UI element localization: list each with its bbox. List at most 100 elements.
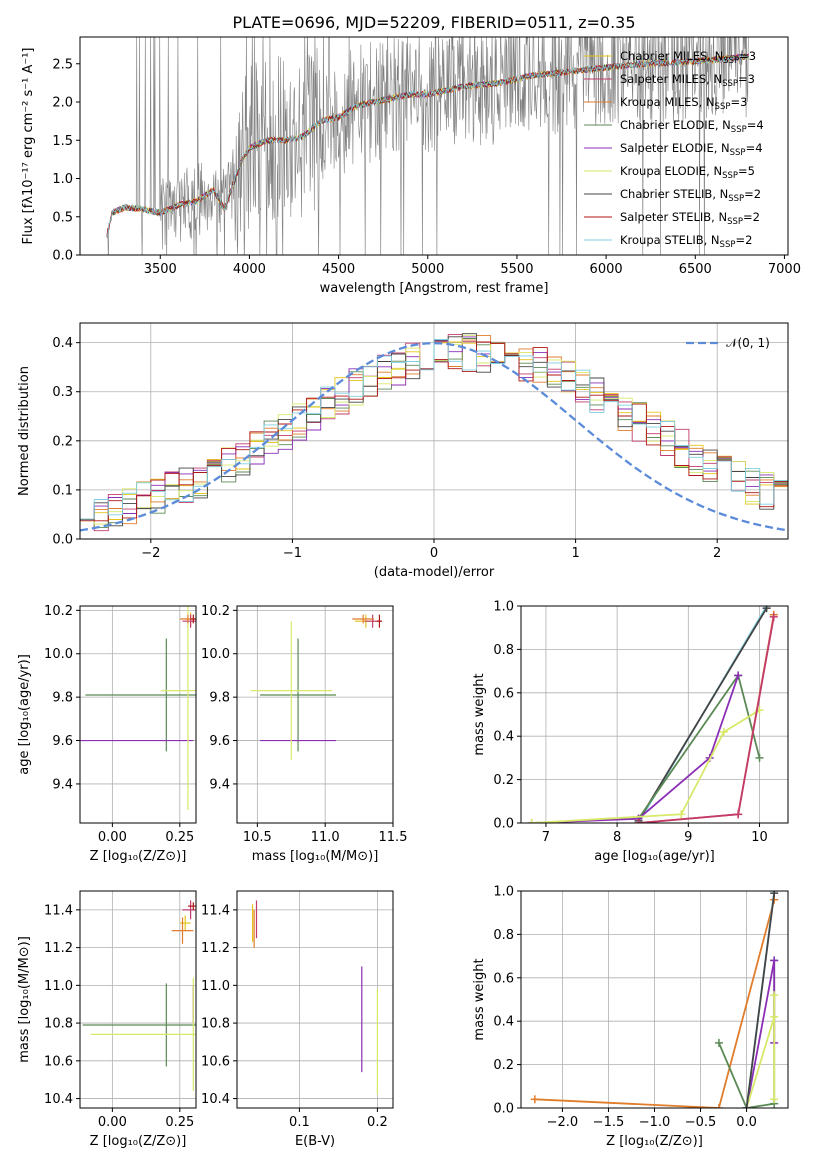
tick-label-x: 0.25 xyxy=(165,830,194,845)
weight-line-chabrier-stelib xyxy=(637,607,768,822)
weight-marker-chabrier-elodie xyxy=(714,1038,723,1047)
plot-area xyxy=(82,900,196,1092)
x-axis-label: Z [log₁₀(Z/Z⊙)] xyxy=(90,1134,187,1149)
plot-area xyxy=(106,37,750,255)
errorbar-point-kroupa-elodie xyxy=(160,606,196,810)
y-axis-label: mass [log₁₀(M/M⊙)] xyxy=(17,936,32,1063)
tick-label-x: −1.5 xyxy=(593,1115,625,1130)
weight-line-kroupa-miles xyxy=(534,899,776,1108)
tick-label-y: 9.4 xyxy=(209,777,230,792)
plot-area xyxy=(530,891,779,1108)
observed-spectrum-line xyxy=(106,37,749,255)
tick-label-x: 4500 xyxy=(322,262,355,277)
errorbar-point-chabrier-elodie xyxy=(260,638,337,752)
plot-area xyxy=(252,900,378,1095)
legend-entry-salpeter-stelib: Salpeter STELIB, NSSP=2 xyxy=(620,210,760,227)
legend-entry-normal: 𝒩(0, 1) xyxy=(726,336,770,350)
tick-label-y: 2.5 xyxy=(52,57,73,72)
tick-label-x: 7 xyxy=(542,830,550,845)
weight-line-kroupa-miles xyxy=(638,614,775,823)
y-axis-label: age [log₁₀(age/yr)] xyxy=(17,654,32,775)
axes-frame xyxy=(236,890,394,1109)
legend-entry-chabrier-miles: Chabrier MILES, NSSP=3 xyxy=(620,49,756,66)
tick-label-y: 0.0 xyxy=(493,817,514,832)
weight-line-salpeter-elodie xyxy=(531,675,740,823)
tick-label-y: 10.0 xyxy=(44,647,73,662)
legend-entry-kroupa-elodie: Kroupa ELODIE, NSSP=5 xyxy=(620,164,755,181)
tick-label-y: 11.0 xyxy=(201,979,230,994)
tick-label-x: 0.1 xyxy=(289,1115,310,1130)
tick-label-y: 10.6 xyxy=(44,1054,73,1069)
panel-residuals: −2 −1 0 1 2 0.0 0.1 0.2 0.3 0.4 (data-model)/error… xyxy=(17,322,789,580)
y-axis-label: Normed distribution xyxy=(17,366,32,496)
errorbar-point-salpeter-miles xyxy=(182,900,196,920)
errorbar-point-salpeter-stelib xyxy=(187,902,196,910)
axes-frame xyxy=(236,605,394,824)
weight-marker-chabrier-elodie xyxy=(755,753,764,762)
legend-entry-salpeter-miles: Salpeter MILES, NSSP=3 xyxy=(620,72,755,89)
tick-label-y: 1.0 xyxy=(493,885,514,900)
panel-spectrum: 3500 4000 4500 5000 5500 6000 6500 7000 0.0 0.5 1.… xyxy=(21,36,801,296)
tick-label-x: 0.0 xyxy=(736,1115,757,1130)
tick-label-y: 2.0 xyxy=(52,96,73,111)
x-axis-label: age [log₁₀(age/yr)] xyxy=(594,849,715,864)
tick-label-y: 1.5 xyxy=(52,134,73,149)
tick-label-x: 11.5 xyxy=(379,830,408,845)
tick-label-y: 0.8 xyxy=(493,928,514,943)
tick-label-x: 3500 xyxy=(144,262,177,277)
errorbar-point-kroupa-elodie xyxy=(250,621,332,761)
tick-label-x: 0 xyxy=(430,546,438,561)
tick-label-y: 0.1 xyxy=(52,483,73,498)
weight-line-kroupa-elodie xyxy=(745,995,776,1108)
weight-marker-salpeter-miles xyxy=(734,810,743,819)
tick-label-y: 0.4 xyxy=(52,336,73,351)
x-axis-label: mass [log₁₀(M/M⊙)] xyxy=(252,849,379,864)
tick-label-y: 10.2 xyxy=(201,604,230,619)
tick-label-x: 11.0 xyxy=(311,830,340,845)
panel-mass_vs_Z: 0.00 0.25 10.4 10.6 10.8 11.0 11.2 11.4 Z [log₁₀… xyxy=(17,890,197,1149)
tick-label-y: 9.8 xyxy=(52,691,73,706)
tick-label-y: 10.6 xyxy=(201,1054,230,1069)
x-axis-label: Z [log₁₀(Z/Z⊙)] xyxy=(606,1134,703,1149)
tick-label-y: 0.6 xyxy=(493,971,514,986)
tick-label-y: 0.2 xyxy=(493,1058,514,1073)
x-axis-label: wavelength [Angstrom, rest frame] xyxy=(320,281,549,296)
tick-label-x: 6000 xyxy=(590,262,623,277)
y-axis-label: Flux [fλ10⁻¹⁷ erg cm⁻² s⁻¹ A⁻¹] xyxy=(21,48,36,245)
weight-marker-salpeter-elodie xyxy=(770,956,779,965)
axes-frame xyxy=(520,890,789,1109)
legend-entry-chabrier-elodie: Chabrier ELODIE, NSSP=4 xyxy=(620,118,764,135)
y-axis-label: mass weight xyxy=(472,673,487,755)
normal-curve xyxy=(80,342,788,532)
axes-frame xyxy=(79,322,789,540)
legend-entry-kroupa-miles: Kroupa MILES, NSSP=3 xyxy=(620,95,747,112)
tick-label-y: 9.6 xyxy=(209,734,230,749)
legend-entry-chabrier-stelib: Chabrier STELIB, NSSP=2 xyxy=(620,187,761,204)
tick-label-x: 0.2 xyxy=(367,1115,388,1130)
errorbar-point-chabrier-miles xyxy=(179,915,191,931)
tick-label-x: 8 xyxy=(613,830,621,845)
tick-label-y: 0.6 xyxy=(493,686,514,701)
tick-label-y: 0.4 xyxy=(493,730,514,745)
x-axis-label: (data-model)/error xyxy=(374,565,495,580)
weight-marker-kroupa-elodie xyxy=(770,1095,779,1104)
tick-label-x: 1 xyxy=(571,546,579,561)
tick-label-y: 0.4 xyxy=(493,1015,514,1030)
weight-marker-kroupa-miles xyxy=(530,1095,539,1104)
errorbar-point-chabrier-elodie xyxy=(82,983,196,1067)
plot-area xyxy=(80,606,196,810)
tick-label-x: −1.0 xyxy=(639,1115,671,1130)
weight-marker-kroupa-elodie xyxy=(677,810,686,819)
errorbar-point-kroupa-miles xyxy=(171,917,194,944)
tick-label-y: 0.8 xyxy=(493,643,514,658)
tick-label-y: 0.5 xyxy=(52,210,73,225)
tick-label-y: 9.6 xyxy=(52,734,73,749)
axes-frame xyxy=(79,890,197,1109)
tick-label-x: 10.5 xyxy=(243,830,272,845)
weight-marker-kroupa-elodie xyxy=(770,1012,779,1021)
weight-marker-kroupa-miles xyxy=(714,1104,723,1108)
plot-area xyxy=(80,333,788,532)
tick-label-x: 0.00 xyxy=(98,830,127,845)
legend-entry-salpeter-elodie: Salpeter ELODIE, NSSP=4 xyxy=(620,141,763,158)
weight-marker-salpeter-miles xyxy=(634,819,643,823)
